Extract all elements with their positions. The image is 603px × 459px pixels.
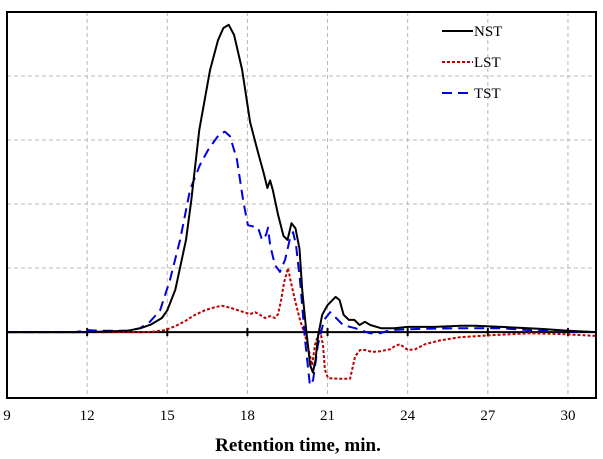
x-tick-label: 15 — [160, 408, 175, 424]
series-line-lst — [7, 267, 597, 380]
plot-frame — [6, 11, 597, 399]
x-tick-labels: 9 12 15 18 21 24 27 30 — [3, 408, 575, 424]
x-axis-label: Retention time, min. — [215, 435, 381, 456]
series-line-nst — [7, 23, 597, 374]
x-tick-label: 30 — [560, 408, 575, 424]
x-tick-label: 21 — [320, 408, 335, 424]
x-tick-label: 24 — [400, 408, 416, 424]
x-tick-label: 12 — [80, 408, 95, 424]
legend-label-nst: NST — [474, 24, 502, 40]
series-line-tst — [7, 130, 597, 387]
legend-label-tst: TST — [474, 86, 501, 102]
legend-label-lst: LST — [474, 55, 501, 71]
x-tick-label: 9 — [3, 408, 11, 424]
grid — [7, 12, 596, 398]
series-group — [7, 23, 597, 387]
x-tick-label: 18 — [240, 408, 255, 424]
x-tick-label: 27 — [480, 408, 496, 424]
legend: NST LST TST — [442, 24, 502, 102]
